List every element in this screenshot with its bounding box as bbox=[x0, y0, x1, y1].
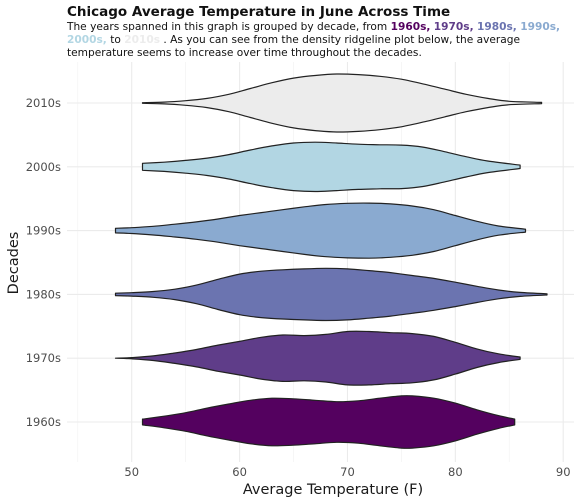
y-axis-ticks: 1960s 1970s 1980s 1990s 2000s 2010s bbox=[26, 96, 61, 429]
ridge-1970s bbox=[114, 330, 521, 386]
subtitle-decade-7: 1990s, bbox=[520, 21, 561, 33]
y-tick-label-1960s: 1960s bbox=[26, 415, 61, 429]
y-tick-label-2010s: 2010s bbox=[26, 96, 61, 110]
y-tick-label-1990s: 1990s bbox=[26, 224, 61, 238]
x-axis-ticks: 50 60 70 80 90 bbox=[124, 465, 570, 479]
ridge-1980s bbox=[114, 267, 548, 322]
subtitle-decade-11: 2010s bbox=[124, 34, 160, 46]
y-tick-label-1970s: 1970s bbox=[26, 351, 61, 365]
chart-subtitle: The years spanned in this graph is group… bbox=[67, 21, 567, 60]
subtitle-text-0: The years spanned in this graph is group… bbox=[67, 21, 391, 33]
subtitle-decade-9: 2000s, bbox=[67, 34, 107, 46]
x-tick-label-60: 60 bbox=[232, 465, 247, 479]
subtitle-text-12: . As you can see from the density ridgel… bbox=[67, 34, 520, 59]
y-tick-label-1980s: 1980s bbox=[26, 287, 61, 301]
x-tick-label-70: 70 bbox=[340, 465, 355, 479]
ridge-1990s bbox=[114, 202, 527, 259]
subtitle-decade-5: 1980s, bbox=[477, 21, 517, 33]
x-axis-title: Average Temperature (F) bbox=[243, 482, 423, 498]
subtitle-decade-3: 1970s, bbox=[433, 21, 474, 33]
x-tick-label-50: 50 bbox=[124, 465, 139, 479]
y-axis-title: Decades bbox=[6, 232, 22, 295]
subtitle-text-10: to bbox=[106, 34, 125, 46]
ridge-2010s bbox=[141, 73, 543, 133]
y-tick-label-2000s: 2000s bbox=[26, 160, 61, 174]
ridge-1960s bbox=[141, 395, 516, 449]
x-tick-label-90: 90 bbox=[556, 465, 571, 479]
ridge-densities bbox=[114, 73, 548, 449]
x-tick-label-80: 80 bbox=[448, 465, 463, 479]
ridge-2000s bbox=[141, 141, 521, 193]
subtitle-decade-1: 1960s, bbox=[390, 21, 431, 33]
chart-title: Chicago Average Temperature in June Acro… bbox=[67, 4, 451, 20]
